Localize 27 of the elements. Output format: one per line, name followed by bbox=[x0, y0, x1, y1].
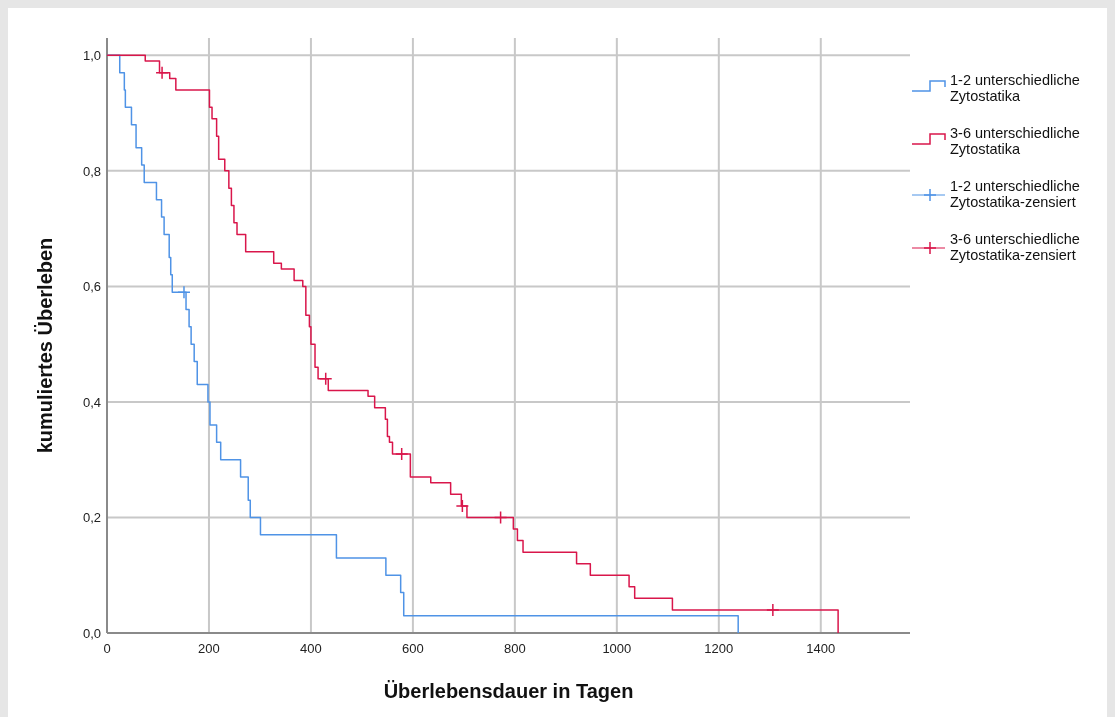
legend-label: 3-6 unterschiedliche Zytostatika bbox=[950, 125, 1080, 157]
y-tick-label: 0,4 bbox=[82, 394, 101, 410]
x-tick-label: 1400 bbox=[806, 641, 836, 656]
point bbox=[493, 510, 508, 525]
point bbox=[155, 65, 169, 80]
x-tick-label: 600 bbox=[402, 641, 424, 656]
x-tick-label: 800 bbox=[504, 641, 526, 656]
point bbox=[177, 285, 191, 299]
legend-label: 1-2 unterschiedliche Zytostatika-zensiert bbox=[950, 178, 1080, 210]
point bbox=[455, 499, 470, 513]
legend-label: 3-6 unterschiedliche Zytostatika-zensiert bbox=[950, 231, 1080, 263]
legend-label: 1-2 unterschiedliche Zytostatika bbox=[950, 72, 1080, 104]
x-tick-label: 400 bbox=[300, 641, 322, 656]
x-axis-title: Überlebensdauer in Tagen bbox=[383, 680, 634, 702]
y-tick-label: 0,0 bbox=[82, 626, 101, 641]
y-tick-label: 1,0 bbox=[82, 48, 101, 64]
x-tick-label: 1000 bbox=[602, 641, 632, 656]
point bbox=[766, 603, 780, 617]
y-axis-title: kumuliertes Überleben bbox=[34, 237, 56, 454]
y-tick-label: 0,8 bbox=[82, 163, 101, 179]
point bbox=[394, 447, 409, 461]
x-tick-label: 1200 bbox=[704, 641, 734, 656]
x-tick-label: 0 bbox=[103, 641, 111, 656]
point bbox=[318, 372, 333, 386]
x-tick-label: 200 bbox=[198, 641, 220, 656]
y-tick-label: 0,2 bbox=[82, 510, 101, 526]
y-tick-label: 0,6 bbox=[82, 279, 101, 295]
